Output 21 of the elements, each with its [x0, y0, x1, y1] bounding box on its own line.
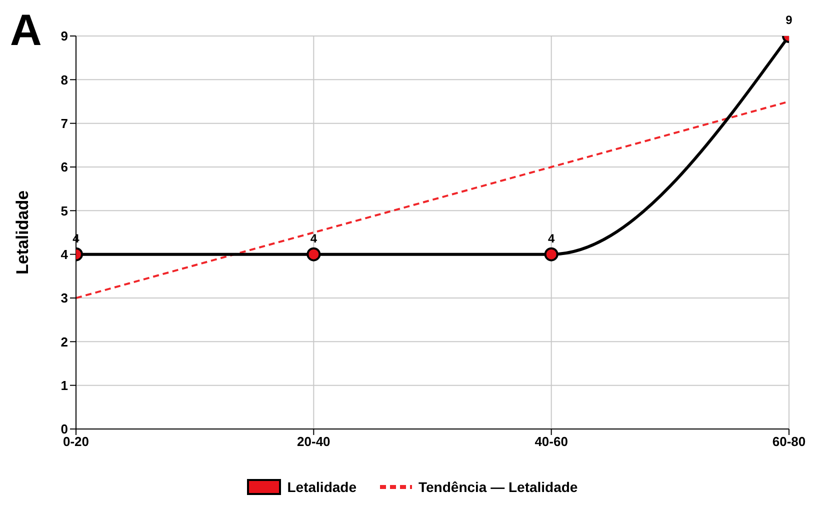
y-tick-label: 9 [60, 28, 68, 44]
y-tick-label: 3 [60, 290, 68, 306]
x-tick-label: 20-40 [297, 434, 330, 450]
x-tick-label: 60-80 [772, 434, 806, 450]
chart-title: A [10, 6, 42, 56]
y-tick-label: 2 [60, 334, 68, 350]
data-label: 9 [786, 13, 793, 27]
y-tick-label: 0 [60, 422, 68, 437]
y-axis-title: Letalidade [13, 190, 32, 275]
y-tick-label: 4 [60, 246, 69, 262]
y-tick-label: 5 [60, 203, 68, 218]
y-tick-label: 1 [60, 378, 68, 393]
data-label: 4 [310, 231, 318, 246]
legend-label: Letalidade [287, 479, 356, 495]
x-tick-label: 0-20 [62, 434, 90, 450]
y-tick-label: 6 [60, 160, 68, 175]
data-label: 4 [548, 231, 555, 246]
y-tick-label: 8 [60, 72, 68, 88]
x-tick-label: 40-60 [534, 434, 568, 450]
legend-label: Tendência — Letalidade [418, 479, 578, 495]
y-tick-label: 7 [60, 116, 68, 131]
